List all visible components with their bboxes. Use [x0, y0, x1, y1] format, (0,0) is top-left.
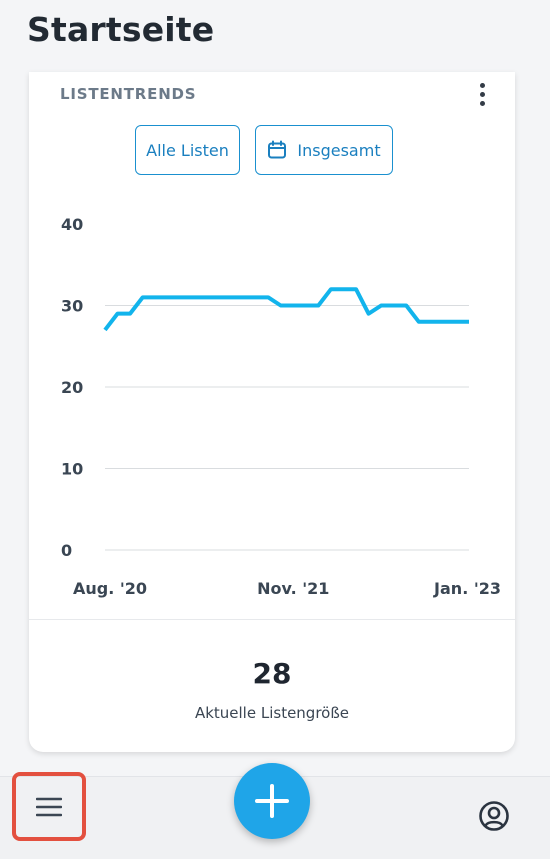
more-options-button[interactable]: [473, 80, 491, 108]
more-vertical-icon-dot: [479, 100, 485, 106]
list-trend-chart: 0 10 20 30 40 Aug. '20 Nov. '21 Jan. '23: [61, 215, 501, 598]
list-size-series-line: [103, 287, 469, 332]
card-title: LISTENTRENDS: [60, 85, 197, 103]
add-button[interactable]: [234, 763, 310, 839]
y-tick-label: 0: [61, 541, 72, 560]
more-vertical-icon: [479, 82, 485, 88]
menu-button-highlight: [12, 772, 86, 841]
hamburger-menu-icon: [36, 797, 62, 816]
period-filter-button[interactable]: Insgesamt: [255, 125, 393, 175]
y-tick-label: 10: [61, 460, 83, 479]
calendar-icon: [268, 140, 287, 159]
y-tick-label: 30: [61, 297, 83, 316]
x-tick-label: Jan. '23: [433, 579, 501, 598]
user-circle-icon: [479, 801, 509, 831]
list-filter-button[interactable]: Alle Listen: [135, 125, 240, 175]
profile-button[interactable]: [472, 794, 516, 838]
plus-icon: [255, 784, 289, 818]
page-title: Startseite: [27, 10, 215, 49]
y-tick-label: 20: [61, 378, 83, 397]
current-list-size-label: Aktuelle Listengröße: [194, 704, 350, 722]
more-vertical-icon-dot: [479, 91, 485, 97]
x-tick-label: Aug. '20: [73, 579, 147, 598]
card-divider: [29, 619, 515, 620]
period-filter-label: Insgesamt: [297, 140, 381, 160]
x-tick-label: Nov. '21: [257, 579, 329, 598]
list-filter-label: Alle Listen: [146, 140, 229, 160]
y-tick-label: 40: [61, 215, 83, 234]
menu-button[interactable]: [16, 776, 82, 837]
list-trends-card: LISTENTRENDS Alle Listen Insgesamt 0 10 20…: [29, 72, 515, 752]
current-list-size-value: 28: [252, 657, 292, 690]
